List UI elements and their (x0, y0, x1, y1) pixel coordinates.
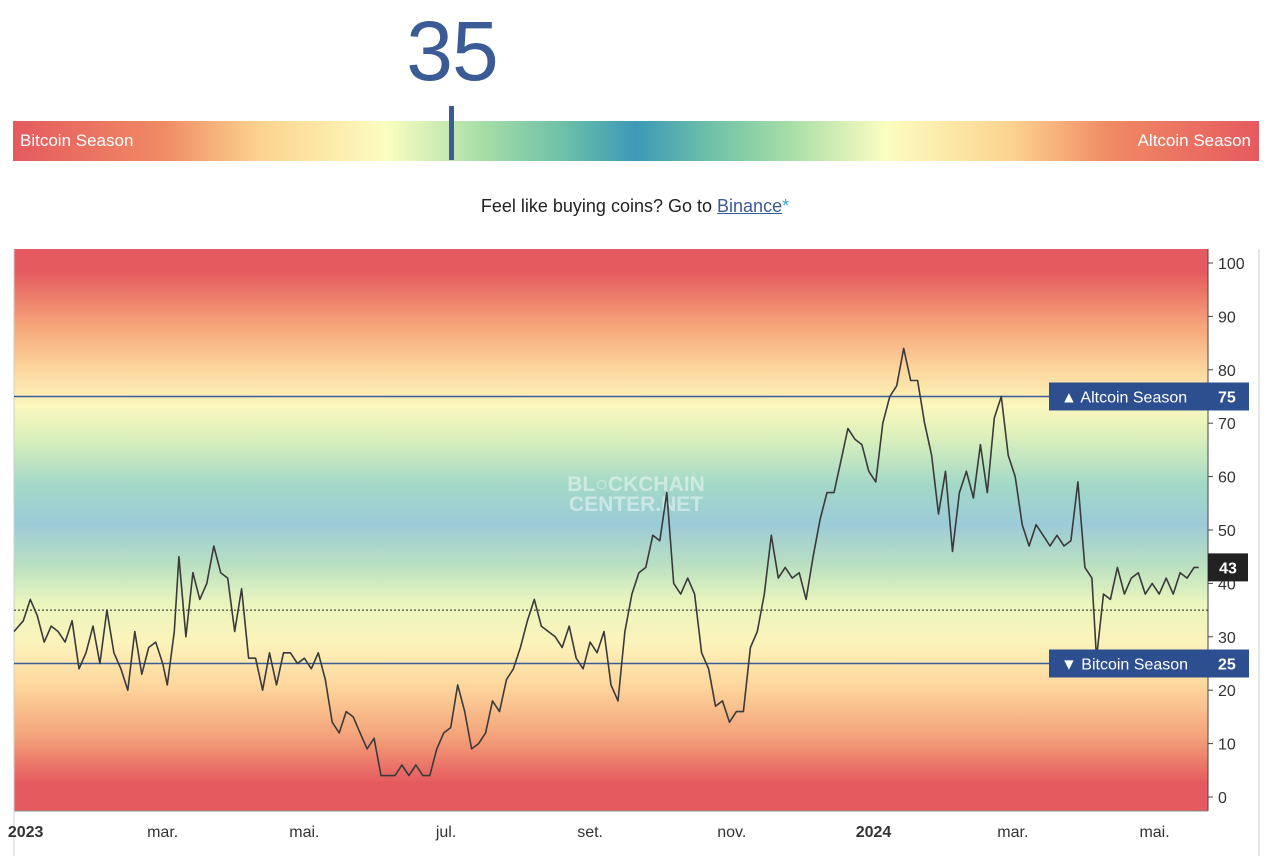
y-tick-label: 20 (1218, 683, 1236, 700)
threshold-label-box (1049, 649, 1249, 678)
y-tick-label: 50 (1218, 523, 1236, 540)
altcoin-index-value: 35 (406, 4, 498, 98)
x-tick-label: mar. (997, 824, 1028, 841)
x-tick-label: jul. (435, 824, 456, 841)
x-tick-label: 2024 (856, 824, 892, 841)
current-index-marker (449, 106, 454, 160)
y-tick-label: 70 (1218, 416, 1236, 433)
threshold-value-text: 75 (1218, 390, 1236, 407)
y-tick-label: 30 (1218, 630, 1236, 647)
threshold-label-box (1049, 382, 1249, 411)
promo-prefix: Feel like buying coins? Go to (480, 196, 713, 216)
current-value-box (1208, 553, 1248, 582)
bitcoin-season-label: Bitcoin Season (20, 131, 134, 150)
x-tick-label: 2023 (8, 824, 44, 841)
index-series-line (13, 347, 1199, 777)
x-tick-label: mar. (147, 824, 178, 841)
altcoin-season-label: Altcoin Season (1137, 131, 1251, 150)
chart-background (14, 249, 1208, 811)
x-tick-label: mai. (289, 824, 319, 841)
threshold-lines (14, 395, 1208, 665)
x-tick-label: mai. (1139, 824, 1169, 841)
x-axis: 2023 mar. mai. jul. set. nov. 2024 mar. mai. (8, 824, 1170, 841)
threshold-label-text: ▼ Bitcoin Season (1061, 657, 1188, 674)
promo-star: * (782, 196, 790, 216)
x-tick-label: nov. (717, 824, 746, 841)
x-tick-label: set. (577, 824, 603, 841)
season-gradient-bar: Bitcoin Season Altcoin Season (13, 121, 1259, 161)
watermark-text: BL○CKCHAIN (567, 473, 705, 496)
current-value-label: 43 (1219, 560, 1237, 577)
binance-link[interactable]: Binance (717, 196, 783, 216)
watermark-text: CENTER.NET (569, 493, 703, 516)
y-tick-label: 10 (1218, 737, 1236, 754)
promo-text: Feel like buying coins? Go to Binance* (0, 196, 1270, 217)
threshold-labels: ▲ Altcoin Season 75 ▼ Bitcoin Season 25 43 (1049, 382, 1249, 678)
threshold-label-text: ▲ Altcoin Season (1061, 390, 1187, 407)
y-tick-label: 80 (1218, 363, 1236, 380)
y-tick-label: 0 (1218, 790, 1227, 807)
y-tick-label: 60 (1218, 470, 1236, 487)
threshold-value-text: 25 (1218, 657, 1236, 674)
y-tick-label: 100 (1218, 256, 1245, 273)
y-tick-label: 90 (1218, 309, 1236, 326)
